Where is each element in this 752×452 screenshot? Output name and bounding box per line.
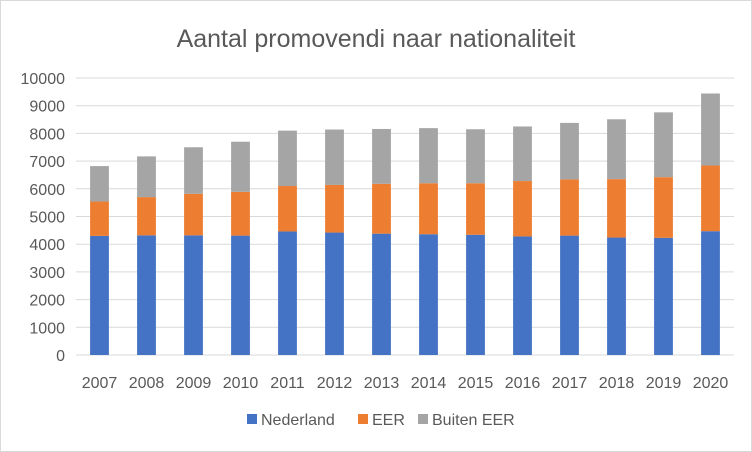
bar-buiten-eer-2019 xyxy=(654,112,673,178)
x-axis-tick-labels: 2007 2008 2009 2010 2011 2012 2013 2014 2015 2016… xyxy=(82,375,729,392)
bar-eer-2018 xyxy=(607,179,626,238)
bar-eer-2010 xyxy=(231,191,250,236)
bar-buiten-eer-2007 xyxy=(90,166,109,202)
y-tick-label: 8000 xyxy=(29,126,65,143)
bar-eer-2014 xyxy=(419,183,438,235)
y-tick-label: 3000 xyxy=(29,265,65,282)
bar-buiten-eer-2010 xyxy=(231,141,250,192)
bar-nederland-2017 xyxy=(560,235,579,355)
chart-title: Aantal promovendi naar nationaliteit xyxy=(177,25,576,53)
y-tick-label: 9000 xyxy=(29,99,65,116)
x-tick-label: 2009 xyxy=(176,375,212,392)
bar-buiten-eer-2012 xyxy=(325,129,344,185)
x-tick-label: 2008 xyxy=(129,375,165,392)
x-tick-label: 2011 xyxy=(270,375,305,392)
bar-nederland-2016 xyxy=(513,236,532,355)
x-tick-label: 2017 xyxy=(552,375,588,392)
bar-eer-2008 xyxy=(137,197,156,236)
legend-swatch-nederland xyxy=(247,414,257,424)
bar-nederland-2015 xyxy=(466,234,485,355)
legend-label-eer: EER xyxy=(372,412,405,429)
x-tick-label: 2019 xyxy=(646,375,682,392)
y-axis-tick-labels: 0 1000 2000 3000 4000 5000 6000 7000 8000 9000 100… xyxy=(21,71,66,365)
x-tick-label: 2013 xyxy=(364,375,400,392)
bar-buiten-eer-2017 xyxy=(560,122,579,180)
bar-buiten-eer-2013 xyxy=(372,128,391,184)
x-tick-label: 2016 xyxy=(505,375,541,392)
y-tick-label: 4000 xyxy=(29,237,65,254)
bar-buiten-eer-2015 xyxy=(466,129,485,184)
x-tick-label: 2014 xyxy=(411,375,447,392)
x-tick-label: 2007 xyxy=(82,375,118,392)
bar-eer-2011 xyxy=(278,186,297,232)
gridlines xyxy=(76,77,734,356)
bar-eer-2019 xyxy=(654,177,673,238)
x-tick-label: 2015 xyxy=(458,375,494,392)
bar-nederland-2018 xyxy=(607,237,626,355)
bar-nederland-2011 xyxy=(278,231,297,355)
bar-buiten-eer-2008 xyxy=(137,156,156,198)
bars xyxy=(90,93,720,355)
y-tick-label: 10000 xyxy=(21,71,66,88)
y-tick-label: 6000 xyxy=(29,182,65,199)
x-tick-label: 2020 xyxy=(693,375,729,392)
bar-eer-2009 xyxy=(184,193,203,236)
bar-nederland-2012 xyxy=(325,232,344,355)
legend-swatch-eer xyxy=(358,414,368,424)
bar-eer-2016 xyxy=(513,181,532,237)
legend-swatch-buiten-eer xyxy=(418,414,428,424)
y-tick-label: 0 xyxy=(56,348,65,365)
legend: Nederland EER Buiten EER xyxy=(247,412,515,429)
x-tick-label: 2012 xyxy=(317,375,353,392)
bar-eer-2020 xyxy=(701,165,720,232)
bar-nederland-2007 xyxy=(90,235,109,355)
bar-eer-2017 xyxy=(560,179,579,236)
y-tick-label: 7000 xyxy=(29,154,65,171)
bar-nederland-2013 xyxy=(372,233,391,355)
bar-buiten-eer-2011 xyxy=(278,130,297,187)
bar-buiten-eer-2016 xyxy=(513,126,532,182)
y-tick-label: 5000 xyxy=(29,210,65,227)
bar-nederland-2019 xyxy=(654,237,673,355)
y-tick-label: 2000 xyxy=(29,293,65,310)
x-tick-label: 2018 xyxy=(599,375,635,392)
x-tick-label: 2010 xyxy=(223,375,259,392)
bar-buiten-eer-2009 xyxy=(184,147,203,194)
bar-eer-2015 xyxy=(466,183,485,235)
bar-buiten-eer-2020 xyxy=(701,93,720,166)
bar-nederland-2020 xyxy=(701,231,720,355)
bar-eer-2007 xyxy=(90,201,109,236)
bar-eer-2012 xyxy=(325,184,344,233)
bar-buiten-eer-2014 xyxy=(419,128,438,184)
bar-nederland-2008 xyxy=(137,235,156,355)
bar-nederland-2009 xyxy=(184,235,203,355)
bar-eer-2013 xyxy=(372,183,391,234)
legend-label-nederland: Nederland xyxy=(261,412,335,429)
bar-nederland-2014 xyxy=(419,234,438,355)
y-tick-label: 1000 xyxy=(29,320,65,337)
legend-label-buiten-eer: Buiten EER xyxy=(432,412,515,429)
bar-nederland-2010 xyxy=(231,235,250,355)
bar-buiten-eer-2018 xyxy=(607,119,626,180)
